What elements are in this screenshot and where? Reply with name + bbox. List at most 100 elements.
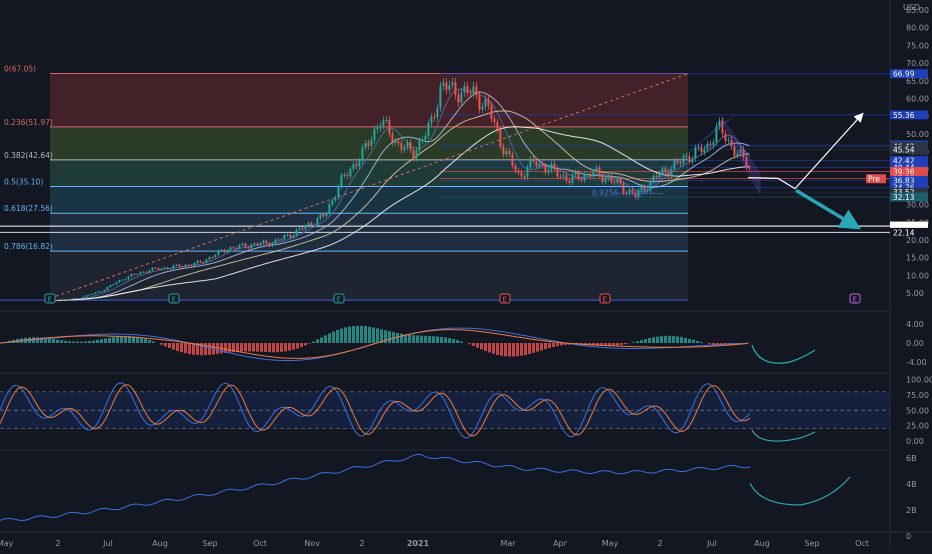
candle-body: [703, 149, 705, 152]
candle-body: [415, 150, 417, 158]
candle-body: [424, 136, 426, 140]
obv-tick-label: 2B: [906, 506, 917, 515]
macd-histogram-bar: [92, 341, 95, 343]
macd-histogram-bar: [488, 343, 491, 352]
macd-histogram-bar: [168, 343, 171, 348]
macd-histogram-bar: [80, 342, 83, 343]
candle-body: [382, 120, 384, 125]
candle-body: [430, 117, 432, 123]
macd-histogram-bar: [336, 330, 339, 343]
time-tick-label: Apr: [553, 539, 568, 548]
candle-body: [475, 86, 477, 95]
candle-body: [364, 143, 366, 148]
earnings-marker-label: E: [48, 296, 52, 304]
currency-label: USD: [903, 3, 920, 12]
candle-body: [466, 86, 468, 93]
candle-body: [163, 268, 165, 269]
candle-body: [403, 147, 405, 149]
candle-body: [454, 82, 456, 95]
fib-zone: [50, 73, 688, 126]
time-tick-label: Jul: [102, 539, 113, 548]
macd-histogram-bar: [492, 343, 495, 354]
macd-histogram-bar: [140, 338, 143, 343]
macd-histogram-bar: [552, 343, 555, 347]
candle-body: [64, 299, 66, 300]
time-tick-label: Sep: [202, 539, 217, 548]
candle-body: [118, 280, 120, 282]
candle-body: [586, 174, 588, 175]
macd-histogram-bar: [504, 343, 507, 356]
candle-body: [241, 244, 243, 245]
price-tick-label: 70.00: [906, 59, 929, 68]
candle-body: [442, 83, 444, 86]
macd-histogram-bar: [484, 343, 487, 351]
candle-body: [178, 265, 180, 267]
macd-histogram-bar: [496, 343, 499, 355]
macd-histogram-bar: [236, 343, 239, 352]
macd-histogram-bar: [652, 337, 655, 343]
candle-body: [202, 262, 204, 263]
price-tick-label: 15.00: [906, 254, 929, 263]
candle-body: [268, 243, 270, 246]
candle-body: [271, 243, 273, 246]
time-tick-label: Aug: [152, 539, 168, 548]
candle-body: [55, 300, 57, 301]
candle-body: [328, 204, 330, 213]
candle-body: [322, 214, 324, 216]
macd-histogram-bar: [268, 343, 271, 352]
candle-body: [208, 257, 210, 259]
macd-histogram-bar: [436, 337, 439, 343]
candle-body: [244, 244, 246, 247]
candle-body: [349, 169, 351, 176]
fib-level-label: 0.236(51.97): [4, 118, 53, 127]
macd-histogram-bar: [72, 342, 75, 343]
candle-body: [226, 250, 228, 252]
fib-zone: [50, 160, 688, 187]
candle-body: [346, 175, 348, 176]
price-tick-label: 5.00: [906, 289, 924, 298]
candle-body: [580, 179, 582, 180]
candle-body: [331, 200, 333, 204]
price-badge-text: 45.54: [893, 146, 915, 155]
candle-body: [289, 235, 291, 238]
candle-body: [199, 261, 201, 262]
macd-histogram-bar: [508, 343, 511, 357]
candle-body: [82, 297, 84, 298]
earnings-marker-label: E: [337, 296, 341, 304]
macd-histogram-bar: [672, 336, 675, 343]
candle-body: [100, 291, 102, 292]
fib-level-label: 0.618(27.56): [4, 204, 53, 213]
candle-body: [148, 271, 150, 273]
candle-body: [91, 294, 93, 295]
obv-pane: [0, 454, 850, 520]
macd-histogram-bar: [204, 343, 207, 355]
candle-body: [553, 164, 555, 168]
macd-histogram-bar: [164, 343, 167, 346]
macd-histogram-bar: [216, 343, 219, 354]
macd-histogram-bar: [100, 339, 103, 343]
macd-histogram-bar: [112, 337, 115, 343]
price-badge-text: 66.99: [893, 70, 915, 79]
macd-histogram-bar: [64, 341, 67, 343]
candle-body: [112, 284, 114, 285]
macd-histogram-bar: [668, 336, 671, 343]
candle-body: [124, 279, 126, 280]
time-tick-label: 2021: [407, 539, 430, 548]
candle-body: [256, 243, 258, 244]
candle-body: [292, 236, 294, 238]
macd-histogram-bar: [56, 340, 59, 343]
candle-body: [472, 86, 474, 93]
macd-histogram-bar: [644, 339, 647, 343]
candle-body: [115, 282, 117, 284]
candle-body: [85, 295, 87, 297]
candle-body: [358, 161, 360, 166]
macd-histogram-bar: [516, 343, 519, 356]
candle-body: [169, 269, 171, 270]
candle-body: [598, 168, 600, 175]
macd-histogram-bar: [636, 341, 639, 343]
candle-body: [592, 171, 594, 176]
macd-histogram-bar: [532, 343, 535, 353]
macd-histogram-bar: [620, 343, 623, 345]
